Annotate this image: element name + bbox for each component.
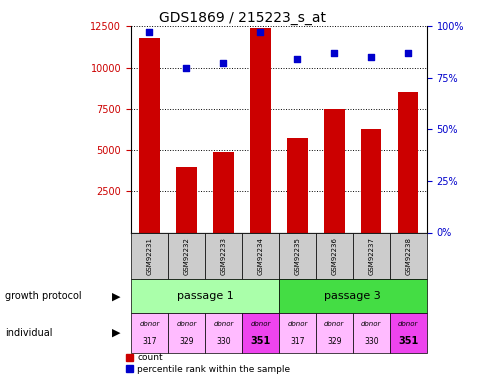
Text: GSM92233: GSM92233 xyxy=(220,237,226,275)
Bar xyxy=(176,166,196,232)
Bar xyxy=(213,152,233,232)
Text: passage 1: passage 1 xyxy=(176,291,233,301)
Text: GDS1869 / 215223_s_at: GDS1869 / 215223_s_at xyxy=(159,11,325,25)
Bar xyxy=(315,232,352,279)
Text: GSM92235: GSM92235 xyxy=(294,237,300,275)
Bar xyxy=(352,232,389,279)
Text: individual: individual xyxy=(5,328,52,338)
Bar xyxy=(287,138,307,232)
Point xyxy=(293,56,301,62)
Bar xyxy=(352,313,389,352)
Text: GSM92234: GSM92234 xyxy=(257,237,263,275)
Text: 317: 317 xyxy=(142,337,156,346)
Text: passage 3: passage 3 xyxy=(324,291,380,301)
Point xyxy=(256,30,264,36)
Bar xyxy=(361,129,381,232)
Text: 329: 329 xyxy=(179,337,193,346)
Bar xyxy=(204,313,242,352)
Text: ▶: ▶ xyxy=(112,291,121,301)
Bar xyxy=(131,232,167,279)
Bar xyxy=(242,232,278,279)
Text: donor: donor xyxy=(250,321,270,327)
Point xyxy=(182,64,190,70)
Bar xyxy=(131,279,278,313)
Point xyxy=(145,30,153,36)
Point xyxy=(404,50,411,56)
Text: 329: 329 xyxy=(326,337,341,346)
Text: GSM92236: GSM92236 xyxy=(331,237,337,275)
Text: ▶: ▶ xyxy=(112,328,121,338)
Bar xyxy=(167,313,204,352)
Text: donor: donor xyxy=(361,321,381,327)
Text: GSM92238: GSM92238 xyxy=(405,237,410,275)
Bar xyxy=(167,232,204,279)
Bar xyxy=(250,28,270,233)
Bar xyxy=(397,92,418,232)
Bar xyxy=(389,232,426,279)
Legend: count, percentile rank within the sample: count, percentile rank within the sample xyxy=(125,353,290,374)
Text: donor: donor xyxy=(176,321,196,327)
Bar xyxy=(204,232,242,279)
Text: 317: 317 xyxy=(289,337,304,346)
Text: growth protocol: growth protocol xyxy=(5,291,81,301)
Text: 330: 330 xyxy=(363,337,378,346)
Text: 330: 330 xyxy=(216,337,230,346)
Text: donor: donor xyxy=(397,321,418,327)
Text: 351: 351 xyxy=(397,336,418,346)
Text: donor: donor xyxy=(213,321,233,327)
Bar xyxy=(131,313,167,352)
Text: 351: 351 xyxy=(250,336,270,346)
Point xyxy=(367,54,375,60)
Text: donor: donor xyxy=(287,321,307,327)
Bar xyxy=(139,38,159,232)
Bar xyxy=(278,279,426,313)
Bar xyxy=(323,109,344,232)
Text: donor: donor xyxy=(323,321,344,327)
Bar xyxy=(389,313,426,352)
Point xyxy=(330,50,337,56)
Text: GSM92232: GSM92232 xyxy=(183,237,189,275)
Bar xyxy=(315,313,352,352)
Point xyxy=(219,60,227,66)
Bar xyxy=(242,313,278,352)
Bar xyxy=(278,313,315,352)
Text: GSM92237: GSM92237 xyxy=(367,237,374,275)
Text: donor: donor xyxy=(139,321,159,327)
Text: GSM92231: GSM92231 xyxy=(146,237,152,275)
Bar xyxy=(278,232,315,279)
